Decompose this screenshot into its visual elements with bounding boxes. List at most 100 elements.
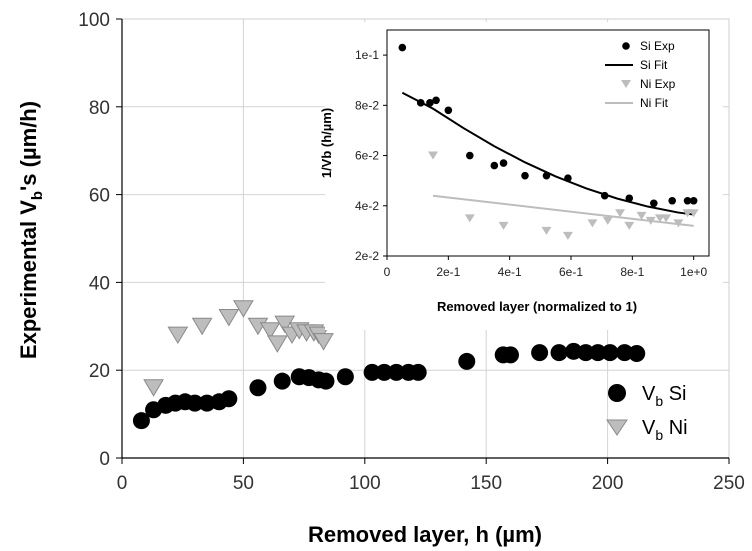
si-data-point [186,394,204,412]
si-data-point [317,372,335,390]
inset-si-point [490,161,499,170]
inset-ticks: 0 2e-1 4e-1 6e-1 8e-1 1e+0 2e-2 4e-2 6e-2 8e-2 1e-… [355,48,708,279]
ni-data-point [259,322,281,340]
main-y-tick-label: 60 [89,186,110,207]
ni-data-point [313,333,334,351]
inset-x-tick-label: 1e+0 [680,265,707,279]
inset-si-point [564,174,572,182]
inset-legend-label-ni-fit: Ni Fit [640,96,669,110]
inset-legend-label-si-exp: Si Exp [640,39,675,53]
si-data-point [601,344,619,362]
inset-data-points [398,43,699,240]
inset-legend-label-si-fit: Si Fit [640,58,668,72]
si-data-point [628,345,646,363]
inset-x-tick-label: 2e-1 [436,265,460,279]
main-y-axis-label: Experimental Vb's (µm/h) [16,101,46,359]
inset-si-point [668,196,676,205]
inset-si-point [426,99,434,107]
ni-data-point [218,309,240,327]
main-x-tick-label: 200 [592,473,624,494]
inset-si-point [683,196,692,205]
ni-data-point [274,315,296,334]
inset-plot-frame [386,29,710,257]
inset-ni-point [673,219,684,228]
si-data-point [363,363,381,381]
inset-si-point [600,191,609,200]
inset-ni-point [498,221,509,230]
si-data-point [550,344,568,362]
inset-ni-point [428,151,438,160]
inset-si-point [432,96,440,105]
main-x-tick-label: 50 [233,473,254,494]
main-y-tick-label: 20 [89,361,110,382]
si-data-point [220,390,238,408]
inset-legend-label-ni-exp: Ni Exp [640,77,676,91]
inset-ni-point [541,226,552,235]
inset-y-tick-label: 1e-1 [355,48,379,62]
main-y-tick-label: 80 [89,98,110,119]
inset-si-point [625,194,634,203]
inset-y-tick-label: 6e-2 [355,149,379,163]
ni-data-point [167,326,189,345]
inset-y-tick-label: 4e-2 [355,199,379,213]
inset-ni-point [602,216,613,225]
inset-ni-point [615,209,626,218]
si-fit-line [401,91,694,216]
inset-ni-point [636,211,647,220]
main-y-tick-label: 40 [89,273,110,294]
si-data-point [458,352,476,370]
inset-ni-point [624,221,635,230]
inset-ni-point [464,214,475,223]
inset-y-tick-label: 8e-2 [355,98,379,112]
ni-data-point [191,317,213,336]
main-x-axis-label: Removed layer, h (µm) [308,522,542,547]
si-data-point [577,344,595,362]
inset-ni-point [688,209,699,218]
si-data-point [249,379,267,397]
main-x-tick-label: 250 [713,473,745,494]
si-data-point [273,372,291,390]
inset-x-tick-label: 6e-1 [559,265,583,279]
si-data-point [589,344,607,362]
legend-label-ni: Vb Ni [642,417,688,443]
inset-y-tick-label: 2e-2 [355,249,379,263]
inset-si-point [521,171,529,180]
inset-x-tick-label: 8e-1 [620,265,644,279]
inset-ni-point [587,219,598,228]
inset-si-point [689,196,698,205]
main-x-tick-label: 150 [470,473,502,494]
si-data-point [132,412,150,430]
inset-si-point [542,171,551,180]
main-y-tick-label: 100 [78,10,110,31]
si-data-point [375,363,393,381]
ni-data-point [267,335,288,353]
inset-si-point [416,99,425,107]
ni-data-point [233,300,254,318]
si-data-point [409,363,427,381]
inset-ni-point [661,214,672,223]
si-data-point [616,344,634,362]
inset-legend: Si Exp Si Fit Ni Exp Ni Fit [605,39,676,110]
inset-si-point [650,199,658,208]
legend-label-si: Vb Si [642,383,686,409]
inset-si-point [466,151,474,160]
si-data-point [387,363,405,381]
inset-y-axis-label: 1/Vb (h/µm) [319,108,334,178]
main-legend: Vb Si Vb Ni [606,383,688,443]
legend-marker-si [608,384,626,402]
inset-si-point [398,43,407,52]
main-data-points [132,300,646,430]
main-ticks: 0 50 100 150 200 250 0 20 40 60 80 100 [78,10,745,494]
ni-data-point [143,379,164,397]
inset-legend-marker-ni-exp [621,80,631,88]
inset-legend-marker-si-exp [622,42,630,50]
inset-ni-point [645,216,656,225]
si-data-point [531,344,549,362]
main-y-tick-label: 0 [99,449,110,470]
inset-x-tick-label: 4e-1 [498,265,522,279]
main-x-tick-label: 0 [117,473,128,494]
inset-si-point [499,159,508,167]
inset-x-axis-label: Removed layer (normalized to 1) [437,299,637,314]
inset-x-tick-label: 0 [384,265,391,279]
